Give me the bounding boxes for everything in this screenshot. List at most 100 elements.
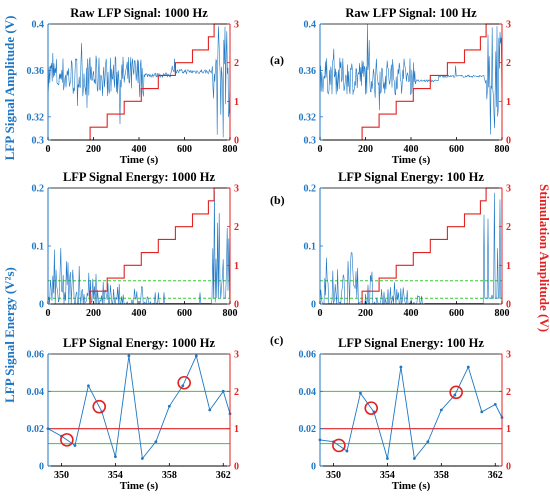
y-tick-label: 0.02 <box>299 424 317 435</box>
signal-point <box>140 457 144 460</box>
y-tick-label: 0 <box>311 462 316 473</box>
y-tick-label: 0.06 <box>27 350 45 361</box>
y-tick-label: 0.2 <box>304 184 317 195</box>
panel-letter-b: (b) <box>270 193 285 207</box>
signal-point <box>221 389 225 393</box>
y2-tick-label: 2 <box>234 222 239 233</box>
x-tick-label: 354 <box>108 470 123 481</box>
chart-title: LFP Signal Energy: 1000 Hz <box>63 170 216 184</box>
y-tick-label: 0.32 <box>299 112 317 123</box>
y2-tick-label: 3 <box>234 20 239 31</box>
signal-point <box>154 440 158 444</box>
signal-line <box>319 23 503 135</box>
chart-panel-3: LFP Signal Energy: 1000 Hz0 200 400 600 8000… <box>32 170 240 319</box>
signal-point <box>439 408 443 412</box>
y-tick-label: 0.02 <box>27 424 45 435</box>
signal-point <box>208 408 212 412</box>
y-tick-label: 0.04 <box>299 387 317 398</box>
chart-panel-6: LFP Signal Energy: 100 Hz Time (s) 350 354 3… <box>299 336 512 492</box>
x-tick-label: 0 <box>318 144 323 155</box>
x-tick-label: 362 <box>488 470 503 481</box>
x-axis-label: Time (s) <box>120 154 159 166</box>
stimulation-line <box>48 23 230 141</box>
y-tick-label: 0.3 <box>32 136 45 147</box>
panel-letter-c: (c) <box>270 333 283 347</box>
right-ylabel: Stimulation Amplitude (V) <box>537 184 550 332</box>
y2-tick-label: 1 <box>234 261 239 272</box>
x-tick-label: 362 <box>216 470 231 481</box>
highlight-circle-3 <box>177 375 191 390</box>
y-tick-label: 0 <box>39 300 44 311</box>
chart-title: LFP Signal Energy: 100 Hz <box>338 170 484 184</box>
y2-tick-label: 3 <box>506 184 511 195</box>
x-tick-label: 600 <box>177 144 192 155</box>
x-tick-label: 400 <box>404 144 419 155</box>
signal-point <box>493 403 497 406</box>
x-tick-label: 600 <box>449 144 464 155</box>
highlight-circle-3 <box>449 385 463 400</box>
y2-tick-label: 3 <box>234 184 239 195</box>
x-tick-label: 200 <box>86 144 101 155</box>
signal-point <box>73 444 77 447</box>
y-tick-label: 0.2 <box>32 184 45 195</box>
signal-line <box>319 365 503 460</box>
y2-tick-label: 3 <box>234 350 239 361</box>
x-tick-label: 400 <box>132 308 147 319</box>
y2-tick-label: 1 <box>234 97 239 108</box>
y2-tick-label: 2 <box>506 387 511 398</box>
y2-tick-label: 1 <box>506 261 511 272</box>
y2-tick-label: 2 <box>234 387 239 398</box>
y-tick-label: 0.36 <box>27 66 45 77</box>
stimulation-line <box>320 23 502 141</box>
y2-tick-label: 1 <box>234 424 239 435</box>
x-tick-label: 400 <box>404 308 419 319</box>
y-tick-label: 0 <box>39 462 44 473</box>
highlight-circle-1 <box>60 433 74 447</box>
x-tick-label: 350 <box>326 470 341 481</box>
y2-tick-label: 0 <box>234 300 239 311</box>
x-tick-label: 0 <box>46 144 51 155</box>
x-tick-label: 200 <box>358 144 373 155</box>
x-tick-label: 0 <box>318 308 323 319</box>
signal-point <box>181 384 185 388</box>
x-tick-label: 800 <box>223 308 238 319</box>
x-tick-label: 354 <box>380 470 395 481</box>
y-tick-label: 0.4 <box>32 20 45 31</box>
y-tick-label: 0.1 <box>304 242 317 253</box>
signal-point <box>399 365 403 369</box>
y-tick-label: 0.3 <box>304 136 317 147</box>
signal-point <box>345 449 349 453</box>
stimulation-line <box>320 187 502 305</box>
chart-panel-5: LFP Signal Energy: 1000 Hz Time (s) 350 354… <box>27 336 240 492</box>
stimulation-line <box>48 187 230 305</box>
y2-tick-label: 2 <box>506 58 511 69</box>
signal-point <box>87 384 90 388</box>
signal-point <box>480 410 484 414</box>
signal-point <box>114 455 117 459</box>
y-tick-label: 0.06 <box>299 350 317 361</box>
x-tick-label: 600 <box>449 308 464 319</box>
y2-tick-label: 2 <box>234 58 239 69</box>
signal-point <box>426 440 430 444</box>
y-tick-label: 0.36 <box>299 66 317 77</box>
x-tick-label: 200 <box>86 308 101 319</box>
highlight-circle-1 <box>332 438 346 453</box>
x-tick-label: 350 <box>54 470 69 481</box>
y2-tick-label: 0 <box>506 300 511 311</box>
chart-panel-1: Raw LFP Signal: 1000 Hz Time (s) 0 200 400 60… <box>27 6 240 166</box>
chart-title: LFP Signal Energy: 100 Hz <box>338 336 484 350</box>
signal-point <box>386 457 389 460</box>
y2-tick-label: 0 <box>506 136 511 147</box>
left-ylabel-bottom: LFP Signal Energy (V²s) <box>2 267 17 403</box>
x-tick-label: 800 <box>495 308 510 319</box>
chart-title: Raw LFP Signal: 1000 Hz <box>70 6 208 20</box>
x-tick-label: 600 <box>177 308 192 319</box>
y-tick-label: 0.32 <box>27 112 45 123</box>
left-ylabel-top: LFP Signal Amplitude (V) <box>2 16 17 161</box>
chart-panel-4: LFP Signal Energy: 100 Hz0 200 400 600 80000… <box>304 170 512 319</box>
x-tick-label: 800 <box>223 144 238 155</box>
chart-panel-2: Raw LFP Signal: 100 Hz Time (s) 0 200 400 600… <box>299 6 512 166</box>
x-tick-label: 358 <box>434 470 449 481</box>
y2-tick-label: 0 <box>234 462 239 473</box>
highlight-circle-2 <box>364 401 379 415</box>
